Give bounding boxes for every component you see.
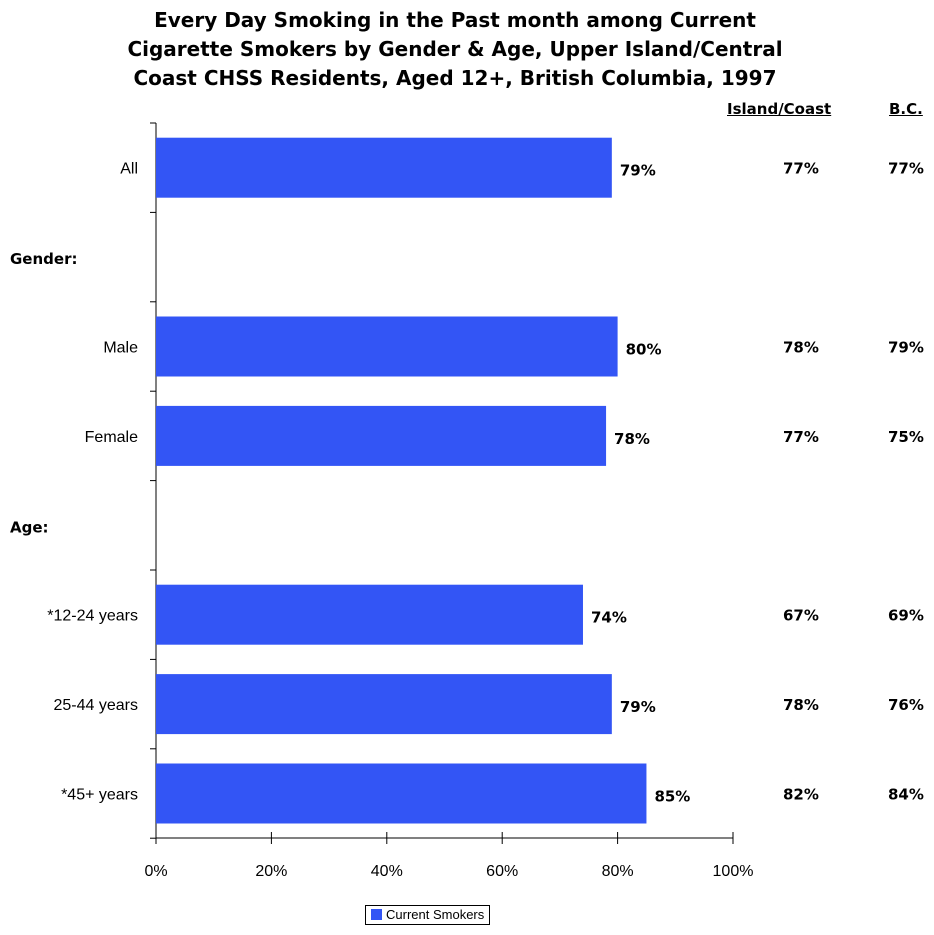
- x-tick-label: 0%: [144, 863, 167, 880]
- category-label: 25-44 years: [54, 697, 139, 714]
- bc-value: 76%: [888, 696, 924, 714]
- bar-value-label: 85%: [654, 788, 690, 806]
- island-coast-value: 78%: [783, 696, 819, 714]
- island-coast-value: 77%: [783, 428, 819, 446]
- bc-value: 84%: [888, 786, 924, 804]
- island-coast-value: 82%: [783, 786, 819, 804]
- bar: [156, 763, 647, 824]
- category-label: *12-24 years: [47, 608, 138, 625]
- bar: [156, 137, 612, 198]
- bar: [156, 584, 583, 645]
- x-tick-label: 80%: [602, 863, 634, 880]
- title-line: Cigarette Smokers by Gender & Age, Upper…: [127, 37, 783, 61]
- title-line: Coast CHSS Residents, Aged 12+, British …: [133, 66, 777, 90]
- bc-value: 75%: [888, 428, 924, 446]
- bar-value-label: 79%: [620, 698, 656, 716]
- bc-value: 79%: [888, 339, 924, 357]
- bar-value-label: 74%: [591, 609, 627, 627]
- bar-value-label: 80%: [626, 341, 662, 359]
- legend-swatch: [371, 909, 382, 920]
- island-coast-value: 77%: [783, 160, 819, 178]
- island-coast-column-header: Island/Coast: [727, 100, 832, 118]
- bar: [156, 674, 612, 735]
- island-coast-value: 78%: [783, 339, 819, 357]
- island-coast-value: 67%: [783, 607, 819, 625]
- section-label: Age:: [10, 518, 49, 536]
- category-label: *45+ years: [61, 787, 138, 804]
- bar-value-label: 78%: [614, 430, 650, 448]
- legend: Current Smokers: [365, 905, 491, 925]
- category-label: Male: [103, 340, 138, 357]
- category-label: All: [120, 161, 138, 178]
- bc-value: 69%: [888, 607, 924, 625]
- chart-title: Every Day Smoking in the Past month amon…: [70, 6, 840, 93]
- section-label: Gender:: [10, 250, 77, 268]
- title-line: Every Day Smoking in the Past month amon…: [154, 8, 756, 32]
- x-tick-label: 60%: [486, 863, 518, 880]
- legend-label: Current Smokers: [386, 907, 485, 922]
- bc-value: 77%: [888, 160, 924, 178]
- x-tick-label: 20%: [255, 863, 287, 880]
- x-tick-label: 100%: [713, 863, 754, 880]
- category-label: Female: [85, 429, 138, 446]
- bc-column-header: B.C.: [889, 100, 923, 118]
- bar: [156, 316, 618, 377]
- bar-value-label: 79%: [620, 162, 656, 180]
- bar: [156, 405, 607, 466]
- x-tick-label: 40%: [371, 863, 403, 880]
